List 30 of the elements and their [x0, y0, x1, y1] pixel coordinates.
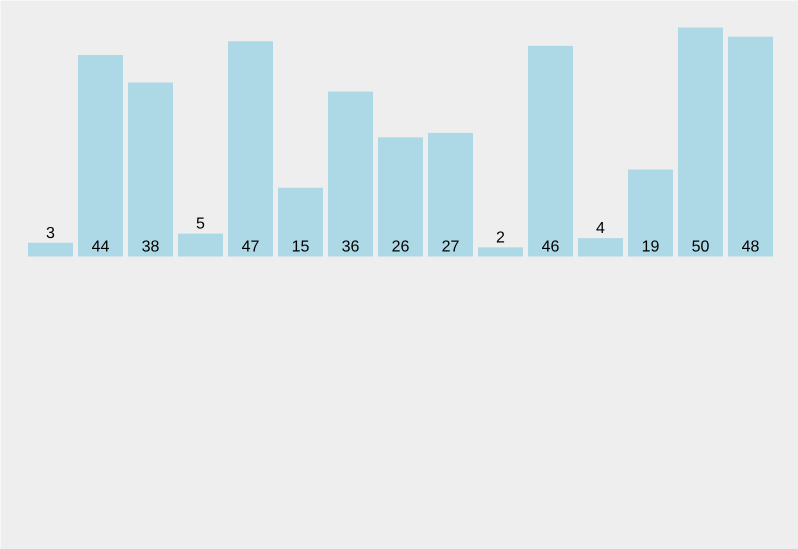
- bar: [78, 54, 123, 256]
- data-label: 47: [242, 238, 260, 256]
- data-label: 36: [342, 238, 360, 256]
- bar: [578, 238, 623, 256]
- data-label: 27: [442, 238, 460, 256]
- bar: [678, 28, 723, 256]
- bar: [528, 46, 573, 256]
- bar: [728, 36, 773, 256]
- data-label: 26: [392, 238, 410, 256]
- bar: [428, 132, 473, 256]
- data-label: 44: [92, 238, 110, 256]
- data-label: 15: [292, 238, 310, 256]
- bar: [328, 92, 373, 256]
- bar: [228, 41, 273, 256]
- bar: [278, 188, 323, 256]
- data-label: 2: [496, 229, 506, 246]
- bar: [628, 169, 673, 256]
- bar: [378, 137, 423, 256]
- data-label: 19: [642, 238, 660, 256]
- bar: [128, 82, 173, 256]
- data-label: 5: [196, 216, 206, 233]
- bar: [178, 234, 223, 256]
- bar: [28, 242, 73, 256]
- data-label: 46: [542, 238, 560, 256]
- data-label: 38: [142, 238, 160, 256]
- data-label: 48: [742, 238, 760, 256]
- data-label: 3: [46, 224, 56, 242]
- bar: [478, 247, 523, 256]
- data-label: 4: [596, 220, 606, 238]
- data-label: 50: [692, 238, 710, 256]
